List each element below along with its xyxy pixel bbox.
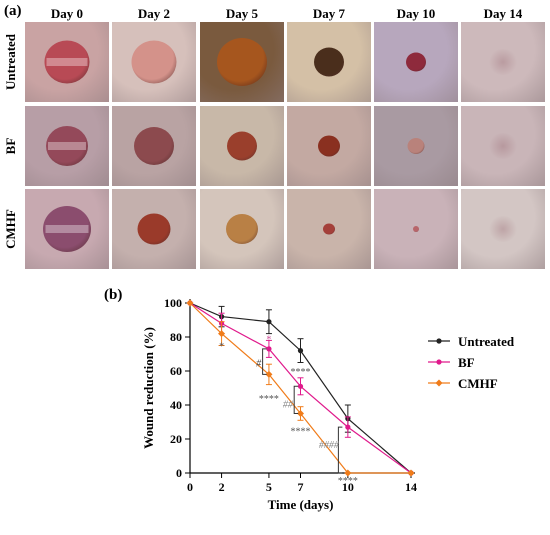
- row-label-cmhf: CMHF: [3, 209, 18, 249]
- data-point-untreated: [266, 319, 272, 325]
- legend-marker: [436, 338, 442, 344]
- y-tick-label: 80: [170, 330, 182, 344]
- significance-annotation: ##: [283, 399, 294, 410]
- x-tick-label: 14: [405, 480, 417, 494]
- y-tick-label: 20: [170, 432, 182, 446]
- significance-bracket: [262, 348, 267, 375]
- y-tick-label: 0: [176, 466, 182, 480]
- data-point-cmhf: [344, 469, 352, 477]
- wound-spot: [134, 127, 174, 165]
- wound-spot: [43, 206, 91, 252]
- y-tick-label: 40: [170, 398, 182, 412]
- wound-sheen: [48, 142, 86, 150]
- wound-spot: [44, 40, 90, 84]
- wound-photo-untreated-day-7: [287, 22, 371, 102]
- series-line-cmhf: [189, 302, 411, 474]
- wound-sheen: [46, 58, 88, 66]
- data-point-cmhf: [297, 410, 304, 417]
- data-point-bf: [345, 424, 351, 430]
- healed-scar: [488, 49, 518, 75]
- significance-annotation: ****: [338, 476, 358, 487]
- wound-spot: [217, 38, 267, 86]
- y-tick-label: 60: [170, 364, 182, 378]
- wound-spot: [413, 226, 419, 232]
- wound-photo-untreated-day-0: [25, 22, 109, 102]
- x-tick-label: 7: [298, 480, 304, 494]
- wound-photo-grid: (a) Day 0 Day 2 Day 5 Day 7 Day 10 Day 14 Untr…: [3, 3, 545, 269]
- wound-photo-bf-day-0: [25, 106, 109, 186]
- wound-photo-untreated-day-14: [461, 22, 545, 102]
- significance-annotation: ####: [319, 440, 340, 451]
- data-point-cmhf: [407, 469, 415, 477]
- wound-sheen: [45, 225, 89, 233]
- data-point-cmhf: [186, 299, 194, 307]
- wound-photo-cmhf-day-0: [25, 189, 109, 269]
- significance-annotation: ****: [291, 427, 311, 438]
- wound-spot: [323, 223, 335, 235]
- day-header-3: Day 7: [312, 6, 346, 21]
- significance-annotation: ****: [291, 367, 311, 378]
- significance-annotation: *: [219, 342, 224, 353]
- legend-label-untreated: Untreated: [458, 334, 515, 349]
- panel-b-label: (b): [104, 287, 122, 303]
- wound-spot: [406, 52, 426, 72]
- wound-photo-untreated-day-10: [374, 22, 458, 102]
- significance-annotation: *: [266, 335, 271, 346]
- wound-photo-bf-day-10: [374, 106, 458, 186]
- x-tick-label: 0: [187, 480, 193, 494]
- significance-bracket: [293, 385, 299, 414]
- y-tick-label: 100: [164, 296, 182, 310]
- data-point-bf: [266, 346, 272, 352]
- row-label-bf: BF: [3, 137, 18, 155]
- data-point-bf: [297, 383, 304, 389]
- wound-photo-untreated-day-2: [112, 22, 196, 102]
- day-header-0: Day 0: [50, 6, 84, 21]
- wound-photo-bf-day-7: [287, 106, 371, 186]
- wound-photo-untreated-day-5: [200, 22, 284, 102]
- day-header-1: Day 2: [137, 6, 171, 21]
- wound-spot: [227, 131, 257, 161]
- day-header-5: Day 14: [483, 6, 523, 21]
- wound-spot: [131, 40, 177, 84]
- series-line-untreated: [189, 302, 412, 474]
- x-axis-label: Time (days): [268, 497, 334, 512]
- legend-label-bf: BF: [458, 355, 475, 370]
- wound-photo-bf-day-5: [200, 106, 284, 186]
- wound-spot: [407, 138, 425, 154]
- significance-annotation: #: [256, 359, 262, 370]
- healed-scar: [488, 216, 518, 242]
- legend-label-cmhf: CMHF: [458, 376, 498, 391]
- legend-marker: [435, 379, 443, 387]
- legend-marker: [436, 359, 442, 365]
- wound-spot: [46, 126, 88, 166]
- series-line-bf: [189, 302, 412, 474]
- significance-bracket: [337, 426, 343, 474]
- wound-reduction-chart: (b) 0 20 40 60 80 100 0 2 5 7 10 14 Time (days) Wound …: [104, 287, 515, 512]
- x-tick-label: 10: [342, 480, 354, 494]
- wound-photo-cmhf-day-7: [287, 189, 371, 269]
- wound-spot: [318, 135, 340, 157]
- wound-photo-cmhf-day-10: [374, 189, 458, 269]
- wound-photo-bf-day-2: [112, 106, 196, 186]
- data-point-untreated: [297, 348, 304, 354]
- wound-photo-bf-day-14: [461, 106, 545, 186]
- significance-annotation: ****: [259, 394, 279, 405]
- wound-photo-cmhf-day-2: [112, 189, 196, 269]
- wound-spot: [226, 214, 258, 244]
- wound-spot: [314, 47, 344, 77]
- wound-photo-cmhf-day-5: [200, 189, 284, 269]
- row-label-untreated: Untreated: [3, 33, 18, 91]
- wound-photo-cmhf-day-14: [461, 189, 545, 269]
- y-axis-label: Wound reduction (%): [141, 327, 156, 449]
- data-point-cmhf: [265, 370, 273, 378]
- x-tick-label: 5: [266, 480, 272, 494]
- healed-scar: [488, 133, 518, 159]
- wound-spot: [137, 213, 171, 245]
- day-header-4: Day 10: [396, 6, 436, 21]
- day-header-2: Day 5: [225, 6, 259, 21]
- x-tick-label: 2: [219, 480, 225, 494]
- panel-a-label: (a): [4, 3, 22, 19]
- data-point-cmhf: [218, 330, 226, 338]
